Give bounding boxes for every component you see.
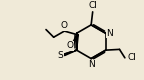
- Text: N: N: [88, 60, 94, 69]
- Text: O: O: [66, 41, 73, 50]
- Text: Cl: Cl: [128, 53, 137, 62]
- Text: S: S: [58, 51, 63, 60]
- Text: N: N: [106, 29, 113, 38]
- Text: O: O: [61, 21, 68, 30]
- Text: Cl: Cl: [88, 1, 97, 10]
